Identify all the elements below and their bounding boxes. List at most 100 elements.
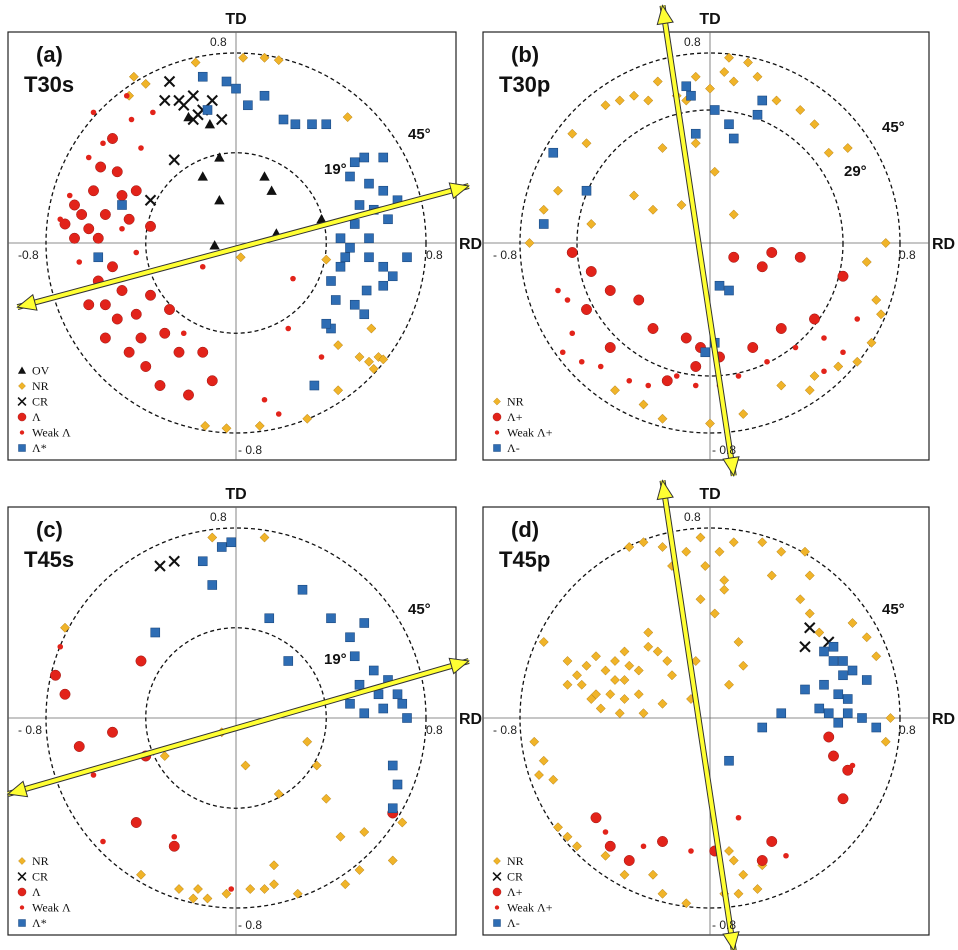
- point-diamond: [657, 413, 668, 424]
- tick-label-top: 0.8: [210, 510, 227, 524]
- point-diamond: [643, 95, 654, 106]
- point-dot: [57, 216, 64, 223]
- tick-label-top: 0.8: [210, 35, 227, 49]
- panel-frame: [482, 506, 930, 936]
- point-square: [264, 613, 275, 624]
- point-diamond: [572, 670, 582, 681]
- point-dot: [692, 382, 699, 389]
- point-dot: [626, 377, 633, 384]
- point-dot: [261, 396, 268, 403]
- point-square: [392, 689, 403, 700]
- point-triangle: [204, 119, 216, 129]
- point-diamond: [809, 119, 820, 130]
- legend-marker: [493, 857, 501, 865]
- legend: NR CRΛ Weak ΛΛ*: [17, 854, 71, 930]
- point-square: [345, 698, 355, 709]
- point-x-stroke: [187, 113, 199, 126]
- series-square: [538, 81, 768, 358]
- panel-label: (a): [36, 42, 63, 67]
- point-circle: [590, 812, 602, 824]
- point-square: [197, 556, 208, 567]
- point-square: [345, 242, 355, 253]
- point-diamond: [638, 537, 649, 548]
- point-triangle: [259, 171, 270, 181]
- point-dot: [673, 373, 680, 379]
- point-diamond: [595, 703, 606, 714]
- point-circle: [197, 346, 209, 358]
- point-circle: [107, 261, 118, 273]
- point-diamond: [321, 254, 332, 265]
- point-square: [297, 584, 308, 595]
- point-dot: [821, 368, 827, 375]
- panel-d: 45° TD RD 0.8 - 0.8 - 0.8 0.8 (d) T45p NR CRΛ+ Weak…: [482, 479, 955, 950]
- point-dot: [783, 852, 789, 859]
- point-x-stroke: [144, 194, 157, 206]
- point-diamond: [605, 689, 616, 700]
- legend-label: NR: [507, 854, 524, 868]
- point-diamond: [728, 537, 739, 548]
- tick-label-bottom: - 0.8: [238, 918, 262, 932]
- point-square: [402, 252, 412, 263]
- tick-label-left: - 0.8: [493, 723, 517, 737]
- point-circle: [111, 166, 123, 178]
- point-square: [93, 252, 104, 263]
- legend-marker: [493, 444, 501, 452]
- point-square: [378, 280, 389, 291]
- ring-0: [145, 152, 327, 334]
- point-diamond: [705, 83, 715, 94]
- series-dot: [57, 643, 235, 892]
- legend-label: CR: [32, 870, 48, 884]
- point-square: [714, 280, 725, 291]
- point-circle: [95, 161, 107, 173]
- point-dot: [688, 848, 694, 854]
- point-diamond: [193, 884, 203, 894]
- point-circle: [842, 764, 854, 776]
- legend-marker: [17, 872, 27, 881]
- point-diamond: [676, 200, 687, 210]
- point-diamond: [538, 637, 549, 647]
- point-dot: [119, 225, 125, 232]
- point-diamond: [823, 147, 834, 158]
- point-diamond: [795, 105, 806, 115]
- point-circle: [206, 375, 218, 387]
- point-circle: [130, 185, 142, 197]
- tick-label-bottom: - 0.8: [712, 918, 736, 932]
- point-diamond: [240, 760, 251, 771]
- point-diamond: [354, 865, 365, 875]
- legend-marker: [494, 905, 500, 910]
- legend-label: Λ*: [32, 441, 47, 455]
- point-diamond: [795, 594, 806, 605]
- point-x: [187, 113, 199, 126]
- legend-symbol-x: [17, 397, 27, 406]
- point-circle: [130, 308, 142, 320]
- point-diamond: [800, 546, 810, 557]
- rd-arrow: [6, 657, 470, 798]
- point-dot: [602, 829, 609, 835]
- point-diamond: [705, 418, 715, 429]
- legend-symbol-square: [493, 919, 501, 927]
- series-diamond: [524, 52, 891, 429]
- tick-label-left: -0.8: [18, 248, 39, 262]
- point-x: [216, 113, 228, 126]
- point-square: [819, 646, 829, 657]
- point-diamond: [553, 185, 563, 196]
- legend-label: Weak Λ+: [507, 426, 553, 440]
- point-square: [364, 252, 374, 263]
- point-square: [368, 665, 379, 676]
- point-circle: [107, 133, 118, 144]
- point-diamond: [200, 420, 211, 431]
- point-diamond: [259, 532, 270, 543]
- point-dot: [854, 316, 861, 322]
- tick-label-right: 0.8: [899, 248, 916, 262]
- point-x-stroke: [154, 560, 166, 572]
- ring-1: [519, 52, 901, 434]
- point-square: [833, 717, 844, 728]
- point-diamond: [562, 679, 573, 690]
- point-circle: [837, 270, 849, 282]
- point-diamond: [238, 52, 249, 63]
- ring-label: 45°: [408, 126, 431, 143]
- point-circle: [73, 741, 85, 752]
- ring-label: 29°: [844, 163, 867, 180]
- axis-title-td: TD: [699, 11, 720, 28]
